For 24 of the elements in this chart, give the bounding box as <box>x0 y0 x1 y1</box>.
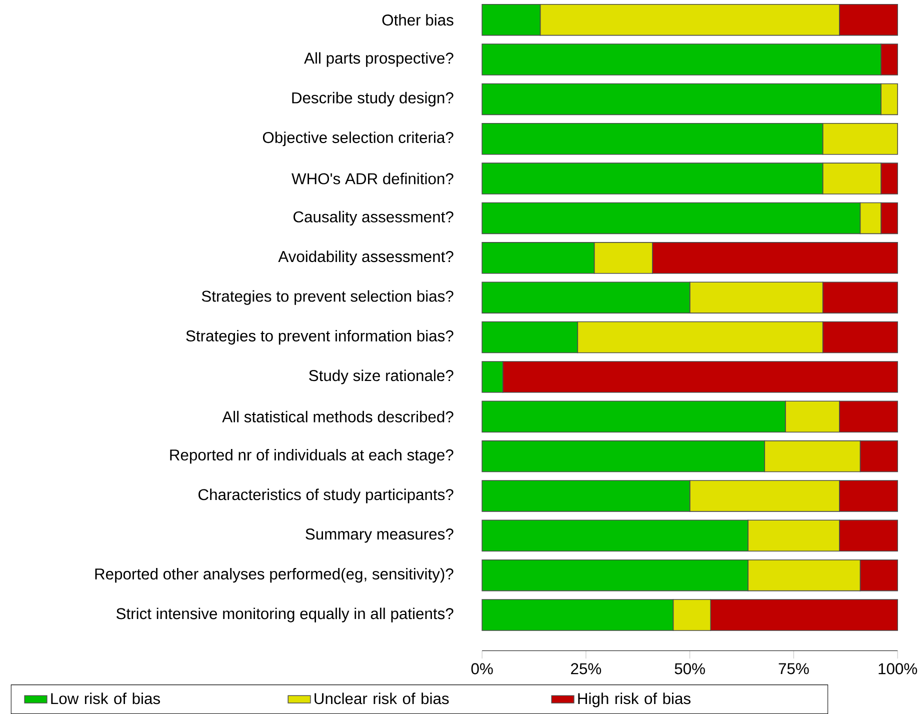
y-tick-label: All statistical methods described? <box>222 410 454 422</box>
y-tick-label: Strict intensive monitoring equally in all patients? <box>116 608 454 622</box>
y-tick-label: Describe study design? <box>292 92 454 106</box>
x-tick-label: 100% <box>878 663 918 674</box>
y-tick-label: Strategies to prevent selection bias? <box>202 290 454 305</box>
y-tick-label: Characteristics of study participants? <box>198 488 454 504</box>
y-tick-label: Summary measures? <box>306 528 454 543</box>
y-tick-label: All parts prospective? <box>304 52 454 67</box>
x-tick-label: 0% <box>471 663 493 674</box>
y-tick-label: Study size rationale? <box>309 370 454 384</box>
y-tick-label: Reported nr of individuals at each stage? <box>170 448 454 464</box>
x-tick-label: 25% <box>571 663 602 674</box>
legend-label: High risk of bias <box>578 692 690 708</box>
y-tick-label: Strategies to prevent information bias? <box>186 330 454 345</box>
y-tick-label: Other bias <box>382 14 454 26</box>
legend-label: Low risk of bias <box>51 692 160 704</box>
y-tick-label: WHO's ADR definition? <box>292 172 454 184</box>
y-tick-label: Objective selection criteria? <box>262 132 454 146</box>
y-tick-label: Reported other analyses performed(eg, sensitivity)? <box>95 568 454 583</box>
legend-label: Unclear risk of bias <box>314 692 449 704</box>
y-tick-label: Avoidability assessment? <box>278 250 454 266</box>
x-tick-label: 75% <box>778 663 809 674</box>
x-tick-label: 50% <box>674 663 705 674</box>
y-tick-label: Causality assessment? <box>294 210 454 226</box>
